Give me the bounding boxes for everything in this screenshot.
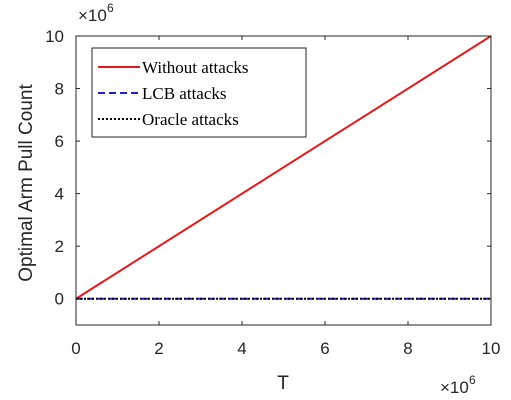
- y-axis-label: Optimal Arm Pull Count: [16, 84, 37, 282]
- y-multiplier-exponent: 6: [107, 1, 114, 15]
- y-multiplier-base: ×10: [78, 6, 107, 25]
- series-layer: [75, 35, 492, 300]
- y-tick-label: 0: [55, 290, 64, 309]
- x-multiplier-base: ×10: [440, 378, 469, 397]
- x-multiplier-exponent: 6: [469, 373, 476, 387]
- x-axis-label: T: [277, 373, 289, 394]
- y-tick-label: 4: [55, 185, 64, 204]
- x-tick-label: 8: [403, 339, 412, 358]
- y-tick-label: 6: [55, 132, 64, 151]
- series-line-1: [75, 35, 492, 300]
- legend-label-3: Oracle attacks: [142, 110, 239, 129]
- x-tick-label: 0: [71, 339, 80, 358]
- legend: Without attacks LCB attacks Oracle attacks: [91, 47, 307, 138]
- y-tick-label: 10: [45, 27, 64, 46]
- legend-box: [91, 47, 307, 138]
- x-tick-label: 6: [320, 339, 329, 358]
- x-tick-label: 4: [237, 339, 246, 358]
- x-tick-label: 10: [482, 339, 501, 358]
- axes-layer: 0 2 4 6 8 10 0 2 4 6 8 10: [45, 27, 500, 358]
- x-tick-label: 2: [154, 339, 163, 358]
- legend-label-1: Without attacks: [142, 58, 248, 77]
- y-axis-multiplier: ×10 6: [78, 1, 114, 25]
- x-axis-multiplier: ×10 6: [440, 373, 476, 397]
- y-tick-label: 8: [55, 80, 64, 99]
- y-tick-label: 2: [55, 237, 64, 256]
- axes-box: [75, 35, 492, 326]
- legend-label-2: LCB attacks: [142, 84, 227, 103]
